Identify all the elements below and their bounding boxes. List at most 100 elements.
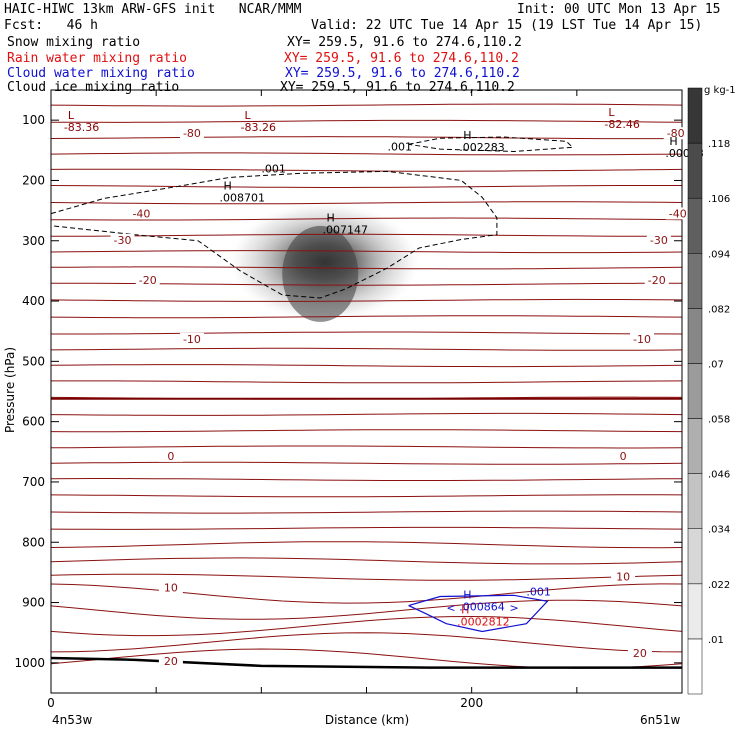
field-snow-xy: XY= 259.5, 91.6 to 274.6,110.2 xyxy=(287,35,522,50)
colorbar-segment xyxy=(687,142,703,199)
isotherm-label-bg xyxy=(611,449,636,462)
isotherm-line xyxy=(51,233,682,237)
isotherm-label: -80 xyxy=(183,127,201,140)
isotherm-label: 20 xyxy=(164,655,178,668)
isotherm-label: -20 xyxy=(139,274,157,287)
field-cloudwater-xy: XY= 259.5, 91.6 to 274.6,110.2 xyxy=(285,66,520,81)
isotherm-line xyxy=(50,364,683,368)
colorbar-level-label: .07 xyxy=(708,359,724,370)
extremum-value: -83.26 xyxy=(241,121,276,134)
extremum-marker: L xyxy=(245,109,252,122)
field-cloudice-xy: XY= 259.5, 91.6 to 274.6,110.2 xyxy=(280,80,515,95)
isotherm-line xyxy=(50,152,683,156)
colorbar-level-label: .022 xyxy=(708,580,730,591)
extremum-value: -83.36 xyxy=(64,121,99,134)
isotherm-line xyxy=(50,461,683,465)
colorbar-segment xyxy=(687,197,703,254)
isotherm-line xyxy=(50,573,683,581)
header-init: Init: 00 UTC Mon 13 Apr 15 xyxy=(517,2,721,17)
x-tick-label: 200 xyxy=(460,696,483,710)
y-tick-label: 200 xyxy=(22,173,45,187)
isotherm-label: -10 xyxy=(183,333,201,346)
isotherm-line xyxy=(50,429,683,433)
isotherm-line xyxy=(50,347,683,351)
isotherm-label-bg xyxy=(663,127,688,140)
colorbar-level-label: .106 xyxy=(708,194,730,205)
isotherm-label-bg xyxy=(611,570,636,583)
cloud-water-arrow-label: < xyxy=(446,602,455,615)
field-snow-name: Snow mixing ratio xyxy=(7,35,141,50)
x-right-end-label: 6n51w xyxy=(640,713,681,727)
colorbar-segment xyxy=(687,638,703,695)
isotherm-line xyxy=(50,103,683,107)
colorbar-level-label: .01 xyxy=(708,635,724,646)
isotherm-label: 20 xyxy=(633,647,647,660)
surface-pressure-line xyxy=(50,656,682,669)
colorbar-segment xyxy=(687,528,703,585)
colorbar-segment xyxy=(687,308,703,364)
header-title: HAIC-HIWC 13km ARW-GFS init NCAR/MMM xyxy=(4,2,302,17)
x-left-end-label: 4n53w xyxy=(52,713,93,727)
isotherm-label-bg xyxy=(644,273,669,286)
isotherm-line xyxy=(50,648,683,669)
isotherm-label: -80 xyxy=(667,127,685,140)
isotherm-line xyxy=(50,510,683,514)
y-tick-label: 600 xyxy=(22,415,45,429)
isotherm-line xyxy=(50,583,683,604)
isotherm-line xyxy=(50,250,683,254)
isotherm-line xyxy=(50,315,683,319)
isotherm-label-bg xyxy=(630,332,655,345)
isotherm-label-bg xyxy=(129,207,154,220)
extremum-marker: H xyxy=(463,589,471,602)
isotherm-line xyxy=(50,185,682,188)
isotherm-line xyxy=(51,380,683,384)
isotherm-line xyxy=(50,615,683,637)
isotherm-line xyxy=(50,266,683,270)
cloud-water-arrow-label: > xyxy=(510,602,519,615)
y-tick-label: 1000 xyxy=(14,656,45,670)
cloud-water-contour-label: .001 xyxy=(526,585,551,598)
isotherm-line xyxy=(50,217,683,221)
isotherm-label-bg xyxy=(158,581,183,594)
isotherm-line xyxy=(50,478,683,481)
extremum-value: -82.46 xyxy=(604,118,639,131)
cloud-ice-contour xyxy=(50,136,574,299)
isotherm-label: -30 xyxy=(114,234,132,247)
isotherm-line xyxy=(50,494,683,498)
extremum-marker: H xyxy=(327,212,335,225)
colorbar-unit: g kg-1 xyxy=(704,85,736,96)
extremum-value: .008701 xyxy=(219,192,265,205)
extremum-marker: L xyxy=(608,106,615,119)
y-axis-label: Pressure (hPa) xyxy=(3,347,17,433)
isotherm-label-bg xyxy=(179,332,204,345)
header-valid: Valid: 22 UTC Tue 14 Apr 15 (19 LST Tue … xyxy=(311,18,703,33)
x-tick-label: 0 xyxy=(47,696,55,710)
cloud-ice-contour-main xyxy=(50,170,498,299)
y-tick-label: 800 xyxy=(22,535,45,549)
extremum-marker: H xyxy=(669,135,677,148)
isotherm-label-bg xyxy=(158,449,183,462)
isotherm-label: -40 xyxy=(669,207,687,220)
isotherm-label-bg xyxy=(110,233,135,246)
colorbar-segment xyxy=(687,583,703,640)
isotherm-label: -30 xyxy=(650,234,668,247)
y-tick-label: 300 xyxy=(22,234,45,248)
isotherm-label-bg xyxy=(135,273,160,286)
colorbar-level-label: .058 xyxy=(708,415,730,426)
colorbar-level-label: .118 xyxy=(708,139,730,150)
isotherm-label-bg xyxy=(179,127,204,140)
isotherm-line xyxy=(51,331,683,335)
isotherm-label: 0 xyxy=(167,450,174,463)
isotherm-label: 10 xyxy=(616,570,630,583)
isotherm-line xyxy=(50,136,683,140)
field-rain-xy: XY= 259.5, 91.6 to 274.6,110.2 xyxy=(284,51,519,66)
isotherm-line xyxy=(50,541,683,549)
isotherm-line xyxy=(50,526,683,530)
y-tick-label: 700 xyxy=(22,475,45,489)
isotherm-line xyxy=(50,168,683,172)
colorbar-segment xyxy=(687,253,703,309)
colorbar-level-label: .094 xyxy=(708,249,730,260)
extremum-marker: H xyxy=(461,604,469,617)
